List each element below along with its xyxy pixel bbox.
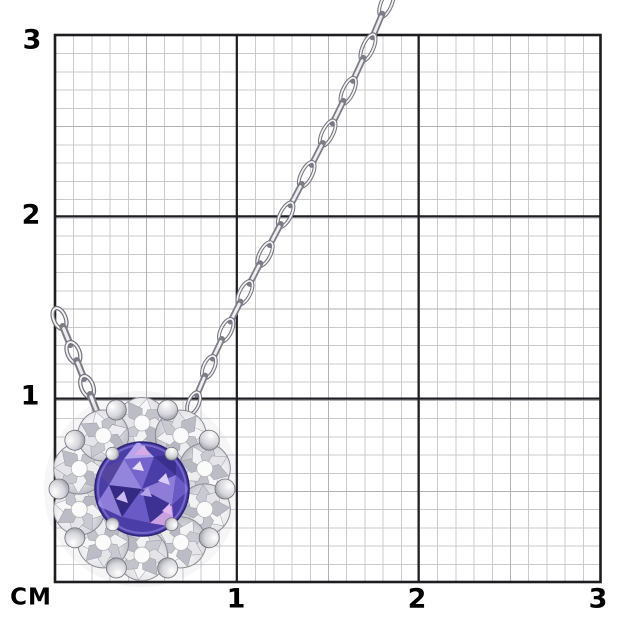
x-axis-label-2cm: 2 xyxy=(407,583,427,615)
prongs xyxy=(105,446,179,532)
y-axis-label-1cm: 1 xyxy=(20,380,40,412)
unit-label-cm: СМ xyxy=(10,584,52,611)
x-axis-label-3cm: 3 xyxy=(588,583,608,615)
pendant xyxy=(44,391,242,587)
x-axis-label-1cm: 1 xyxy=(226,583,246,615)
halo-beads xyxy=(48,399,236,579)
y-axis-label-3cm: 3 xyxy=(22,24,42,56)
chain-right xyxy=(185,0,396,416)
y-axis-label-2cm: 2 xyxy=(21,199,41,231)
chain-left xyxy=(50,305,101,416)
